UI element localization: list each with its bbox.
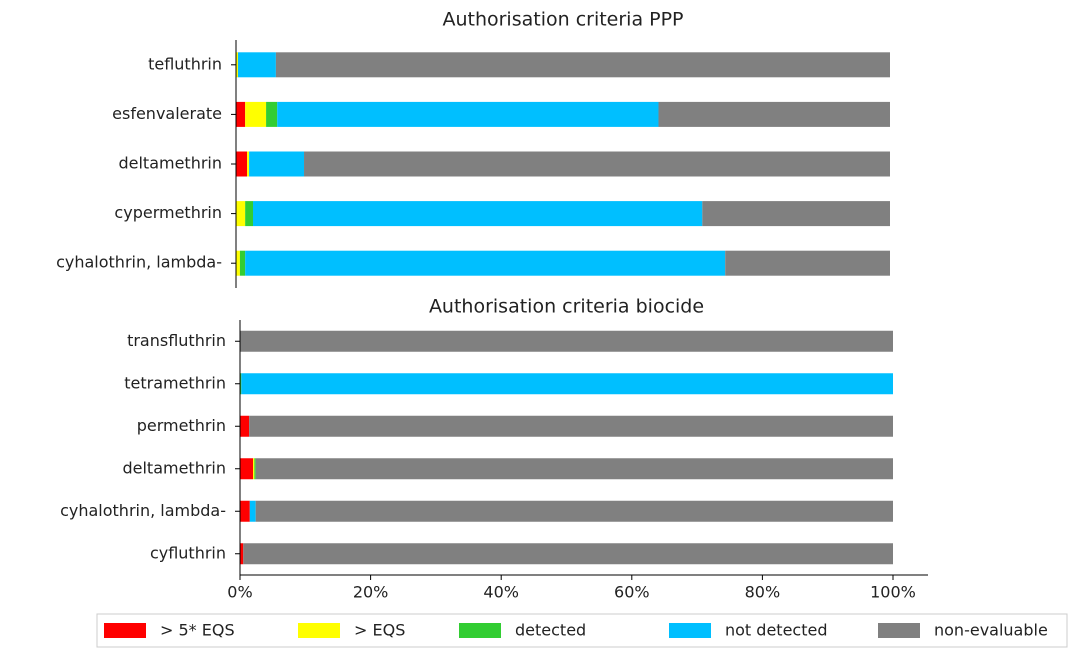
y-tick-label: transfluthrin bbox=[127, 331, 226, 350]
bar-segment bbox=[249, 151, 305, 177]
bar-segment bbox=[249, 415, 894, 437]
bar-segment bbox=[239, 250, 246, 276]
y-tick-label: cypermethrin bbox=[114, 203, 222, 222]
legend-swatch bbox=[878, 623, 920, 638]
legend-label: not detected bbox=[725, 621, 827, 640]
y-tick-label: deltamethrin bbox=[118, 154, 222, 173]
bar-segment bbox=[241, 373, 893, 395]
legend-swatch bbox=[298, 623, 340, 638]
y-tick-label: permethrin bbox=[137, 416, 226, 435]
bar-segment bbox=[247, 151, 250, 177]
bar-segment bbox=[255, 500, 893, 522]
bar-segment bbox=[236, 250, 240, 276]
bar-segment bbox=[255, 458, 893, 480]
x-tick-label: 80% bbox=[745, 583, 781, 602]
y-tick-label: cyhalothrin, lambda- bbox=[56, 253, 222, 272]
y-tick-label: esfenvalerate bbox=[112, 104, 222, 123]
x-tick-label: 60% bbox=[614, 583, 650, 602]
bar-segment bbox=[725, 250, 890, 276]
x-tick-label: 0% bbox=[227, 583, 252, 602]
bar-segment bbox=[245, 201, 254, 227]
bar-segment bbox=[304, 151, 890, 177]
y-tick-label: tetramethrin bbox=[124, 373, 226, 392]
bar-segment bbox=[240, 330, 893, 352]
bar-segment bbox=[240, 373, 242, 395]
y-tick-label: tefluthrin bbox=[148, 54, 222, 73]
legend-swatch bbox=[669, 623, 711, 638]
legend-label: > 5* EQS bbox=[160, 621, 235, 640]
y-tick-label: cyhalothrin, lambda- bbox=[60, 501, 226, 520]
bar-segment bbox=[253, 458, 255, 480]
bar-segment bbox=[245, 250, 726, 276]
bar-segment bbox=[249, 500, 256, 522]
bar-segment bbox=[245, 101, 267, 127]
bar-segment bbox=[277, 101, 659, 127]
legend-label: non-evaluable bbox=[934, 621, 1048, 640]
bar-segment bbox=[254, 458, 256, 480]
bar-segment bbox=[275, 52, 890, 78]
x-tick-label: 100% bbox=[870, 583, 916, 602]
bar-segment bbox=[240, 458, 254, 480]
bar-segment bbox=[236, 151, 248, 177]
x-tick-label: 40% bbox=[483, 583, 519, 602]
y-tick-label: deltamethrin bbox=[122, 458, 226, 477]
bar-segment bbox=[240, 543, 244, 565]
legend-swatch bbox=[459, 623, 501, 638]
legend-label: > EQS bbox=[354, 621, 405, 640]
bar-segment bbox=[240, 415, 250, 437]
bar-segment bbox=[236, 52, 238, 78]
bar-segment bbox=[266, 101, 278, 127]
bar-segment bbox=[240, 500, 250, 522]
legend-label: detected bbox=[515, 621, 586, 640]
bar-segment bbox=[702, 201, 890, 227]
bar-segment bbox=[237, 52, 276, 78]
chart-title: Authorisation criteria biocide bbox=[429, 296, 704, 318]
legend-swatch bbox=[104, 623, 146, 638]
y-tick-label: cyfluthrin bbox=[150, 543, 226, 562]
chart-title: Authorisation criteria PPP bbox=[442, 9, 683, 31]
bar-segment bbox=[236, 201, 246, 227]
bar-segment bbox=[236, 101, 246, 127]
bar-segment bbox=[253, 201, 703, 227]
bar-segment bbox=[243, 543, 893, 565]
x-tick-label: 20% bbox=[353, 583, 389, 602]
bar-segment bbox=[658, 101, 890, 127]
